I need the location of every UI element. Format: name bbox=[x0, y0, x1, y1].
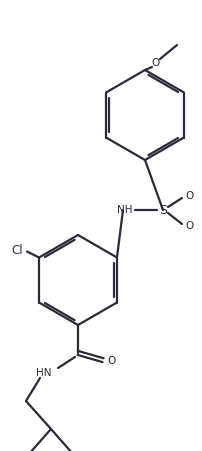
Text: S: S bbox=[159, 203, 167, 216]
Text: NH: NH bbox=[117, 205, 133, 215]
Text: O: O bbox=[107, 356, 115, 366]
Text: O: O bbox=[185, 191, 193, 201]
Text: Cl: Cl bbox=[11, 244, 23, 257]
Text: O: O bbox=[185, 221, 193, 231]
Text: HN: HN bbox=[36, 368, 52, 378]
Text: O: O bbox=[152, 58, 160, 68]
